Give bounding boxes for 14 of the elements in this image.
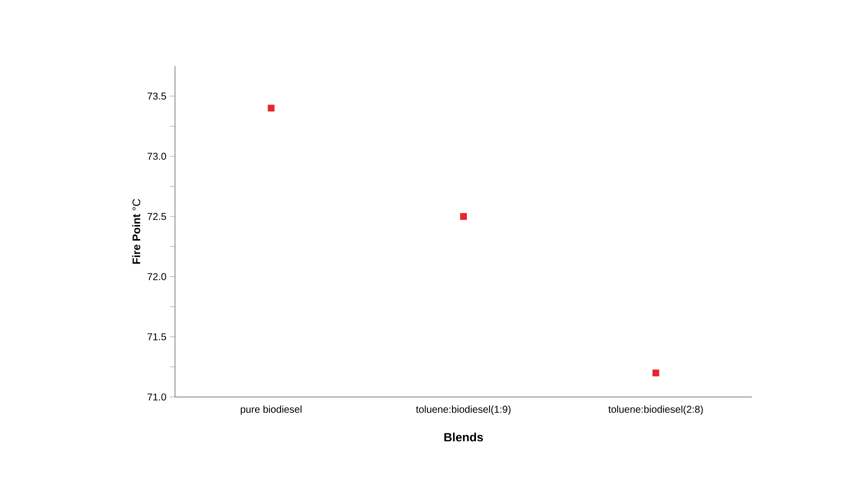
x-tick-label: toluene:biodiesel(2:8): [608, 406, 703, 415]
y-tick-label: 71.0: [148, 393, 166, 401]
y-tick-label: 71.5: [148, 333, 166, 340]
point: [268, 104, 275, 112]
x-axis-title: Blends: [444, 432, 483, 442]
x-tick-label: pure biodiesel: [240, 406, 302, 415]
y-axis-title: Fire Point °C: [132, 198, 140, 264]
x-tick-label: toluene:biodiesel(1:9): [416, 406, 510, 415]
point: [652, 370, 660, 376]
y-tick-label: 73.5: [148, 92, 166, 100]
point: [460, 213, 467, 220]
y-tick-label: 72.5: [148, 212, 166, 220]
y-tick-label: 73.0: [148, 152, 166, 160]
y-tick-label: 72.0: [148, 273, 166, 280]
